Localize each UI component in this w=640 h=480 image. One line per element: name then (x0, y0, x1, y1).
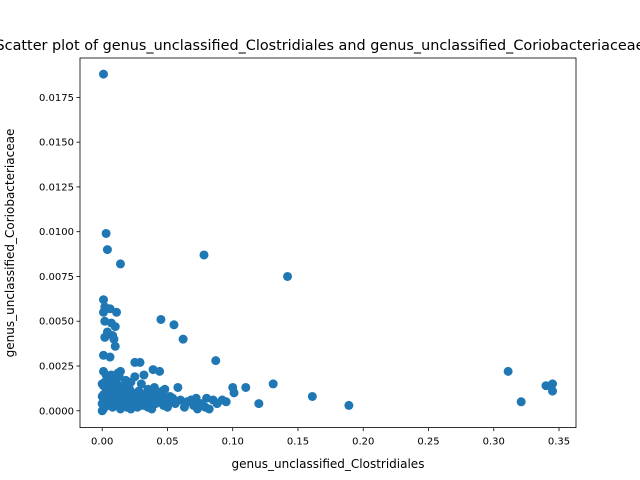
x-axis-label: genus_unclassified_Clostridiales (232, 457, 425, 471)
data-point (548, 379, 558, 389)
data-point (149, 382, 159, 392)
data-point (153, 391, 163, 401)
data-point (130, 372, 140, 382)
x-tick-label: 0.35 (548, 437, 570, 448)
y-tick-label: 0.0075 (39, 272, 74, 283)
data-point (211, 356, 221, 366)
data-point (139, 370, 149, 380)
data-point (155, 366, 165, 376)
x-axis-ticks: 0.00 0.05 0.10 0.15 0.20 0.25 0.30 0.35 (91, 427, 570, 448)
data-point (503, 366, 513, 376)
y-tick-label: 0.0175 (39, 93, 74, 104)
plot-frame (79, 57, 577, 429)
data-point (254, 399, 264, 409)
x-tick-label: 0.25 (417, 437, 439, 448)
data-point (105, 352, 115, 362)
data-point (160, 384, 170, 394)
data-point (283, 271, 293, 281)
y-tick-label: 0.0150 (39, 138, 74, 149)
data-point (156, 314, 166, 324)
data-point (178, 334, 188, 344)
y-tick-label: 0.0100 (39, 227, 74, 238)
data-point (98, 307, 108, 317)
data-point (179, 402, 189, 412)
x-tick-label: 0.05 (156, 437, 178, 448)
data-point (344, 400, 354, 410)
data-point (307, 391, 317, 401)
data-point (548, 386, 558, 396)
data-point (109, 334, 119, 344)
x-tick-label: 0.10 (222, 437, 244, 448)
data-point (98, 295, 108, 305)
data-point (229, 388, 239, 398)
data-point (112, 307, 122, 317)
y-tick-label: 0.0050 (39, 317, 74, 328)
chart-title: Scatter plot of genus_unclassified_Clost… (0, 38, 640, 54)
data-point (204, 404, 214, 414)
data-point (114, 372, 124, 382)
data-point (101, 228, 111, 238)
data-point (221, 397, 231, 407)
data-point (102, 245, 112, 255)
data-point (161, 393, 171, 403)
data-point (169, 320, 179, 330)
data-point (168, 393, 178, 403)
x-tick-label: 0.30 (483, 437, 505, 448)
data-point (241, 382, 251, 392)
x-tick-label: 0.00 (91, 437, 113, 448)
y-axis-ticks: 0.0000 0.0025 0.0050 0.0075 0.0100 0.0125 0.01… (39, 93, 80, 417)
data-point (199, 250, 209, 260)
data-point (108, 395, 118, 405)
data-point (110, 341, 120, 351)
data-point (115, 259, 125, 269)
data-point (100, 393, 110, 403)
data-point (110, 322, 120, 332)
data-point (100, 332, 110, 342)
data-point (173, 382, 183, 392)
data-point (516, 397, 526, 407)
data-point (98, 69, 108, 79)
data-point (268, 379, 278, 389)
points-layer (97, 69, 558, 416)
y-tick-label: 0.0025 (39, 362, 74, 373)
y-axis-label: genus_unclassified_Coriobacteriaceae (3, 129, 17, 358)
data-point (192, 404, 202, 414)
data-point (212, 399, 222, 409)
y-tick-label: 0.0000 (39, 406, 74, 417)
y-tick-label: 0.0125 (39, 182, 74, 193)
data-point (135, 357, 145, 367)
data-point (136, 379, 146, 389)
x-tick-label: 0.15 (287, 437, 309, 448)
data-point (97, 379, 107, 389)
x-tick-label: 0.20 (352, 437, 374, 448)
